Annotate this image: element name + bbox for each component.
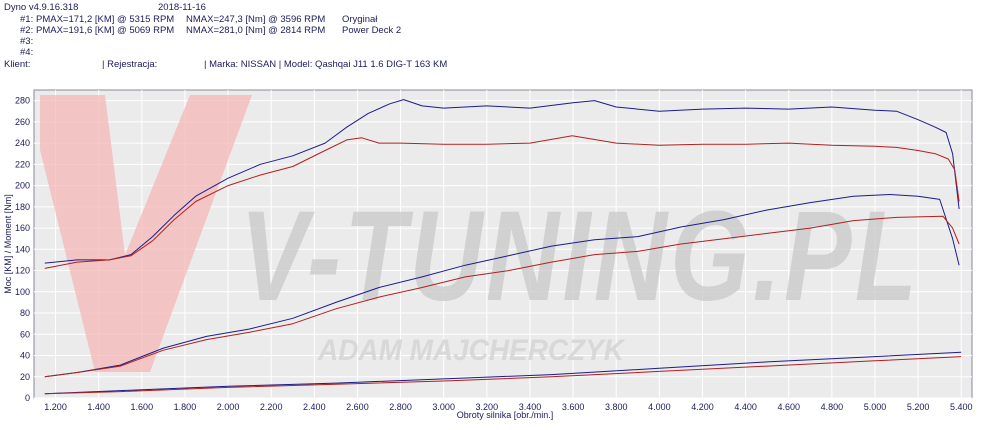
run-1-pmax: PMAX=171,2 [KM] @ 5315 RPM (36, 14, 175, 25)
x-tick-label: 1.800 (174, 402, 197, 412)
run-1-name: Oryginał (342, 14, 378, 25)
report-date: 2018-11-16 (158, 2, 206, 13)
run-1-label: #1: (20, 14, 34, 25)
y-axis-ticks: 0 20 40 60 80 100 120 140 160 180 200 220 240 260 280 (15, 96, 30, 403)
run-2-name: Power Deck 2 (342, 25, 402, 36)
y-tick-label: 100 (15, 287, 30, 297)
x-tick-label: 3.400 (519, 402, 542, 412)
y-tick-label: 220 (15, 159, 30, 169)
y-tick-label: 260 (15, 117, 30, 127)
x-tick-label: 2.000 (217, 402, 240, 412)
series-line-5 (44, 351, 962, 395)
x-tick-label: 5.200 (907, 402, 930, 412)
y-tick-label: 200 (15, 181, 30, 191)
y-tick-label: 240 (15, 138, 30, 148)
y-tick-label: 180 (15, 202, 30, 212)
series-line-3 (44, 194, 960, 378)
series-line-4 (44, 215, 960, 378)
svg-text:ADAM MAJCHERCZYK: ADAM MAJCHERCZYK (317, 334, 626, 367)
series-line-1 (44, 99, 960, 264)
y-axis-label: Moc [KM] / Moment [Nm] (3, 194, 13, 294)
app-version: Dyno v4.9.16.318 (4, 2, 79, 13)
y-tick-label: 280 (15, 96, 30, 106)
x-axis-ticks: 1.200 1.400 1.600 1.800 2.000 2.200 2.400 2.600… (44, 402, 972, 412)
y-tick-label: 40 (20, 351, 30, 361)
run-2-nmax: NMAX=281,0 [Nm] @ 2814 RPM (186, 25, 326, 36)
x-axis-label: Obroty silnika [obr./min.] (457, 410, 554, 420)
x-tick-label: 2.200 (260, 402, 283, 412)
x-tick-label: 2.800 (389, 402, 412, 412)
client-label: Klient: (4, 59, 31, 70)
y-tick-label: 140 (15, 244, 30, 254)
y-tick-label: 160 (15, 223, 30, 233)
x-tick-label: 3.600 (562, 402, 585, 412)
x-tick-label: 4.400 (734, 402, 757, 412)
curves (44, 99, 962, 395)
y-tick-label: 0 (25, 393, 30, 403)
x-tick-label: 5.000 (864, 402, 887, 412)
x-tick-label: 3.000 (432, 402, 455, 412)
series-line-6 (44, 356, 962, 395)
x-tick-label: 4.000 (648, 402, 671, 412)
make-model: | Marka: NISSAN | Model: Qashqai J11 1.6… (204, 59, 448, 70)
y-tick-label: 20 (20, 372, 30, 382)
run-2-label: #2: (20, 25, 34, 36)
x-tick-label: 4.600 (777, 402, 800, 412)
x-tick-label: 3.200 (476, 402, 499, 412)
x-tick-label: 5.400 (950, 402, 973, 412)
run-3-label: #3: (20, 36, 34, 47)
registration-label: | Rejestracja: (102, 59, 158, 70)
svg-text:V-TUNING.PL: V-TUNING.PL (240, 185, 920, 328)
series-line-2 (44, 135, 960, 269)
x-tick-label: 2.600 (346, 402, 369, 412)
x-tick-label: 4.800 (821, 402, 844, 412)
x-tick-label: 1.200 (44, 402, 67, 412)
y-tick-label: 80 (20, 308, 30, 318)
run-4-label: #4: (20, 47, 34, 58)
x-tick-label: 1.400 (87, 402, 110, 412)
run-2-pmax: PMAX=191,6 [KM] @ 5069 RPM (36, 25, 175, 36)
y-tick-label: 60 (20, 329, 30, 339)
run-1-nmax: NMAX=247,3 [Nm] @ 3596 RPM (186, 14, 326, 25)
x-tick-label: 1.600 (131, 402, 154, 412)
y-tick-label: 120 (15, 266, 30, 276)
x-tick-label: 3.800 (605, 402, 628, 412)
x-tick-label: 2.400 (303, 402, 326, 412)
x-tick-label: 4.200 (691, 402, 714, 412)
watermark-logo: V-TUNING.PL ADAM MAJCHERCZYK (40, 95, 920, 372)
